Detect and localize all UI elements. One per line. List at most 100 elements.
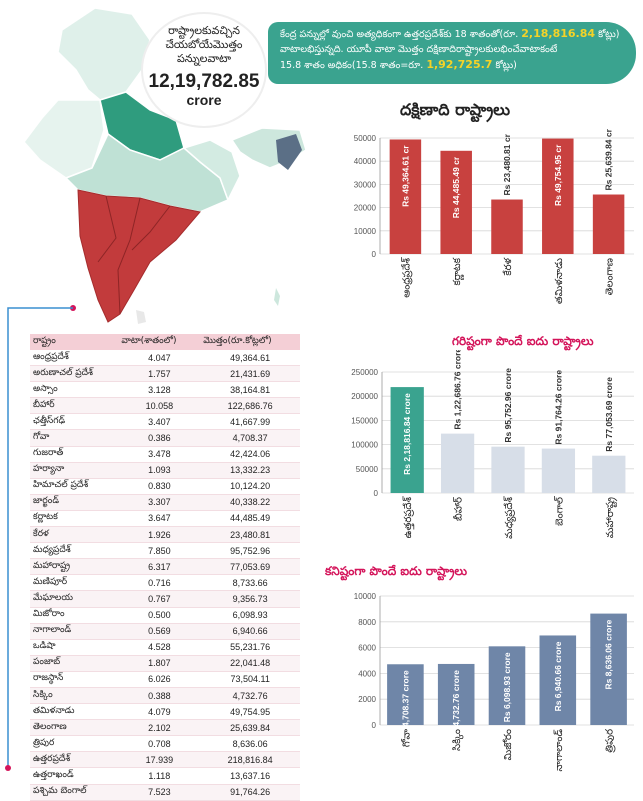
x-category-label: మిజోరం bbox=[502, 729, 514, 760]
bar bbox=[542, 138, 574, 254]
cell-amount: 6,098.93 bbox=[200, 607, 300, 624]
cell-share: 7.523 bbox=[118, 784, 201, 801]
x-category-label: బెంగాల్ bbox=[553, 495, 565, 526]
cell-amount: 13,332.23 bbox=[200, 462, 300, 479]
table-row: ఛత్తీస్‌గఢ్ 3.407 41,667.99 bbox=[30, 413, 300, 431]
bar bbox=[390, 387, 424, 493]
bar-value-label: Rs 4,708.37 crore bbox=[400, 670, 410, 740]
bubble-unit: crore bbox=[186, 92, 222, 108]
cell-amount: 4,732.76 bbox=[200, 687, 300, 705]
table-row: గుజరాత్ 3.478 42,424.06 bbox=[30, 446, 300, 463]
cell-share: 1.757 bbox=[118, 365, 201, 383]
y-tick-label: 10000 bbox=[354, 227, 377, 236]
y-tick-label: 0 bbox=[374, 489, 379, 498]
cell-state: కేరళ bbox=[30, 526, 119, 544]
col-header-amount: మొత్తం(రూ.కోట్లలో) bbox=[200, 334, 300, 350]
cell-state: మణిపూర్ bbox=[30, 574, 119, 592]
map-northeast-dark bbox=[276, 134, 302, 170]
y-tick-label: 50000 bbox=[354, 134, 377, 143]
y-tick-label: 4000 bbox=[358, 669, 376, 678]
y-tick-label: 10000 bbox=[354, 592, 377, 601]
chart-top5-states: 0 50000 100000 150000 200000 250000 Rs 2,18,81… bbox=[351, 350, 634, 539]
cell-amount: 21,431.69 bbox=[200, 365, 300, 383]
chart-bottom5-states: 0 2000 4000 6000 8000 10000 Rs 4,708.37 croreగ… bbox=[354, 592, 634, 771]
y-tick-label: 2000 bbox=[358, 695, 376, 704]
y-tick-label: 6000 bbox=[358, 644, 376, 653]
cell-share: 0.767 bbox=[118, 590, 201, 608]
table-row: త్రిపుర 0.708 8,636.06 bbox=[30, 735, 300, 753]
table-row: తెలంగాణ 2.102 25,639.84 bbox=[30, 719, 300, 737]
bar-value-label: Rs 95,752.96 crore bbox=[503, 368, 513, 443]
cell-share: 0.386 bbox=[118, 429, 201, 447]
cell-state: మిజోరాం bbox=[30, 607, 119, 624]
cell-share: 3.647 bbox=[118, 510, 201, 528]
cell-share: 10.058 bbox=[118, 397, 201, 415]
y-tick-label: 40000 bbox=[354, 157, 377, 166]
cell-amount: 55,231.76 bbox=[200, 639, 300, 656]
col-header-state: రాష్ట్రం bbox=[30, 334, 119, 350]
table-row: హిమాచల్ ప్రదేశ్ 0.830 10,124.20 bbox=[30, 478, 300, 495]
cell-state: హిమాచల్ ప్రదేశ్ bbox=[30, 478, 119, 495]
table-row: హర్యానా 1.093 13,332.23 bbox=[30, 462, 300, 479]
cell-amount: 25,639.84 bbox=[200, 719, 300, 737]
cell-share: 2.102 bbox=[118, 719, 201, 737]
cell-share: 3.478 bbox=[118, 446, 201, 463]
cell-state: సిక్కిం bbox=[30, 687, 119, 705]
y-tick-label: 30000 bbox=[354, 180, 377, 189]
bar bbox=[539, 635, 577, 725]
y-tick-label: 200000 bbox=[351, 392, 378, 401]
bar-value-label: Rs 49,364.61 cr bbox=[400, 145, 410, 207]
table-row: గోవా 0.386 4,708.37 bbox=[30, 429, 300, 447]
cell-amount: 73,504.11 bbox=[200, 671, 300, 688]
cell-amount: 6,940.66 bbox=[200, 623, 300, 640]
cell-amount: 10,124.20 bbox=[200, 478, 300, 495]
bubble-amount: 12,19,782.85 bbox=[148, 71, 260, 92]
bar bbox=[440, 150, 472, 254]
table-row: మధ్యప్రదేశ్ 7.850 95,752.96 bbox=[30, 542, 300, 560]
table-row: పశ్చిమ బెంగాల్ 7.523 91,764.26 bbox=[30, 784, 300, 801]
cell-state: హర్యానా bbox=[30, 462, 119, 479]
y-tick-label: 0 bbox=[372, 250, 377, 259]
cell-share: 3.128 bbox=[118, 381, 201, 399]
y-tick-label: 150000 bbox=[351, 416, 378, 425]
cell-share: 0.388 bbox=[118, 687, 201, 705]
banner-line-3-suffix: కోట్లు) bbox=[492, 60, 517, 71]
cell-share: 1.926 bbox=[118, 526, 201, 544]
bar bbox=[541, 448, 576, 493]
cell-share: 4.047 bbox=[118, 350, 201, 367]
bubble-line-2: చేయబోయేమొత్తం bbox=[165, 38, 243, 51]
cell-state: నాగాలాండ్ bbox=[30, 623, 119, 640]
cell-state: గోవా bbox=[30, 429, 119, 447]
cell-amount: 22,041.48 bbox=[200, 655, 300, 672]
table-row: సిక్కిం 0.388 4,732.76 bbox=[30, 687, 300, 705]
bar bbox=[437, 663, 475, 725]
y-tick-label: 250000 bbox=[351, 368, 378, 377]
cell-amount: 42,424.06 bbox=[200, 446, 300, 463]
bar-value-label: Rs 4,732.76 crore bbox=[451, 670, 461, 740]
cell-state: జార్ఖండ్ bbox=[30, 494, 119, 511]
table-row: మణిపూర్ 0.716 8,733.66 bbox=[30, 574, 300, 592]
cell-share: 6.026 bbox=[118, 671, 201, 688]
cell-amount: 95,752.96 bbox=[200, 542, 300, 560]
cell-state: ఆంధ్రప్రదేశ్ bbox=[30, 350, 119, 367]
cell-share: 0.830 bbox=[118, 478, 201, 495]
table-row: నాగాలాండ్ 0.569 6,940.66 bbox=[30, 623, 300, 640]
cell-share: 1.118 bbox=[118, 767, 201, 785]
cell-amount: 38,164.81 bbox=[200, 381, 300, 399]
bar bbox=[590, 613, 627, 725]
cell-share: 1.093 bbox=[118, 462, 201, 479]
bar-value-label: Rs 23,480.81 cr bbox=[502, 133, 512, 195]
table-row: ఉత్తరాఖండ్ 1.118 13,637.16 bbox=[30, 767, 300, 785]
state-share-table: రాష్ట్రం వాటా(శాతంలో) మొత్తం(రూ.కోట్లలో)… bbox=[30, 334, 300, 801]
cell-state: అస్సాం bbox=[30, 381, 119, 399]
table-row: ఆంధ్రప్రదేశ్ 4.047 49,364.61 bbox=[30, 350, 300, 367]
col-header-share: వాటా(శాతంలో) bbox=[118, 334, 201, 350]
bar bbox=[387, 664, 424, 725]
cell-state: బీహార్ bbox=[30, 397, 119, 415]
total-share-bubble: రాష్ట్రాలకువచ్చిన చేయబోయేమొత్తం పన్నులవా… bbox=[143, 14, 265, 126]
table-row: జార్ఖండ్ 3.307 40,338.22 bbox=[30, 494, 300, 511]
cell-amount: 44,485.49 bbox=[200, 510, 300, 528]
x-category-label: కేరళ bbox=[502, 257, 514, 275]
cell-state: మహారాష్ట్ర bbox=[30, 558, 119, 576]
x-category-label: ఆంధ్రప్రదేశ్ bbox=[400, 257, 412, 298]
